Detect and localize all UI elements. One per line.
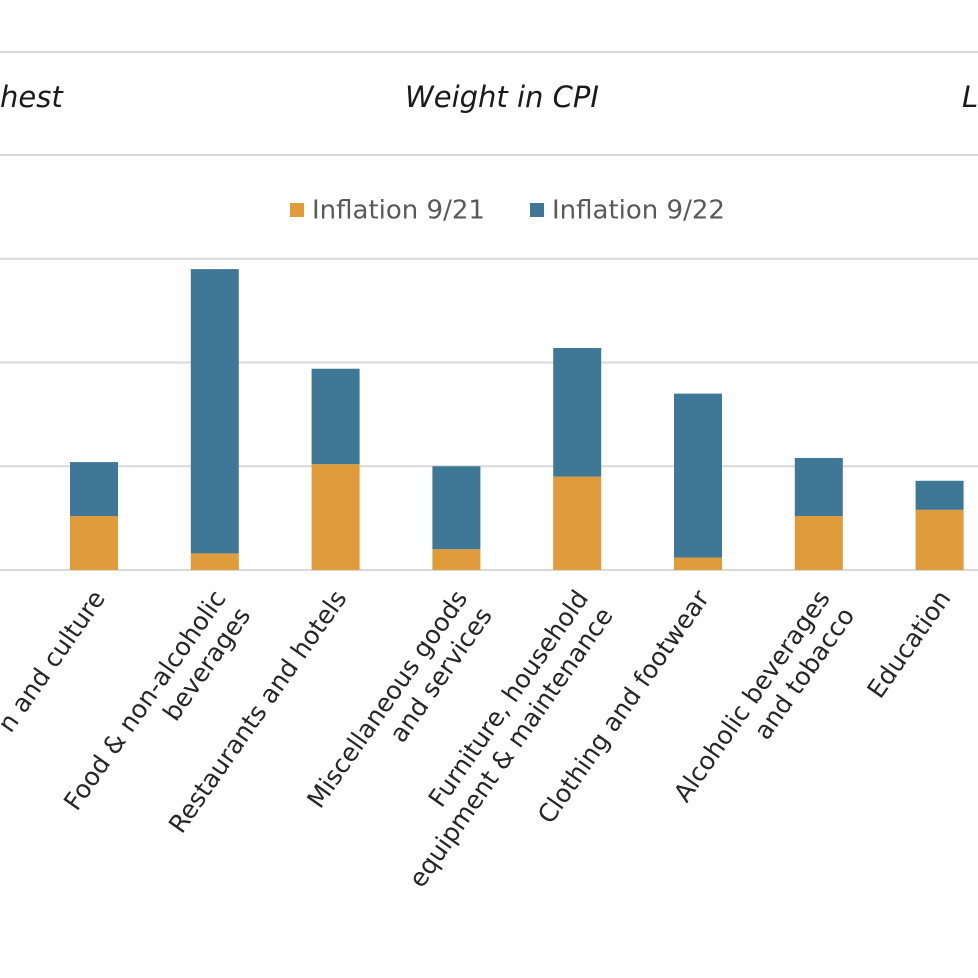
- bar-segment: [311, 464, 360, 570]
- legend-label: Inflation 9/21: [312, 196, 485, 226]
- bar-segment: [190, 553, 239, 570]
- bar-segment: [915, 509, 964, 570]
- legend-label: Inflation 9/22: [552, 196, 725, 226]
- bar-segment: [553, 347, 602, 477]
- bar-segment: [432, 549, 481, 570]
- bar-segment: [915, 480, 964, 510]
- bar-segment: [70, 462, 118, 517]
- legend-swatch: [530, 203, 544, 217]
- x-tick-label: Education: [861, 585, 956, 704]
- bar-segment: [794, 457, 843, 517]
- bar-segment: [70, 516, 118, 570]
- header-center: Weight in CPI: [405, 80, 599, 114]
- header-right: L: [962, 80, 978, 114]
- bar-segment: [674, 557, 722, 570]
- bar-segment: [794, 516, 843, 570]
- header-left: hest: [0, 80, 64, 114]
- bar-segment: [190, 269, 239, 554]
- legend-swatch: [290, 203, 304, 217]
- bar-segment: [674, 393, 722, 558]
- x-tick-label: n and culture: [0, 585, 111, 738]
- bar-segment: [553, 476, 602, 570]
- bar-segment: [432, 466, 481, 550]
- bar-segment: [311, 368, 360, 465]
